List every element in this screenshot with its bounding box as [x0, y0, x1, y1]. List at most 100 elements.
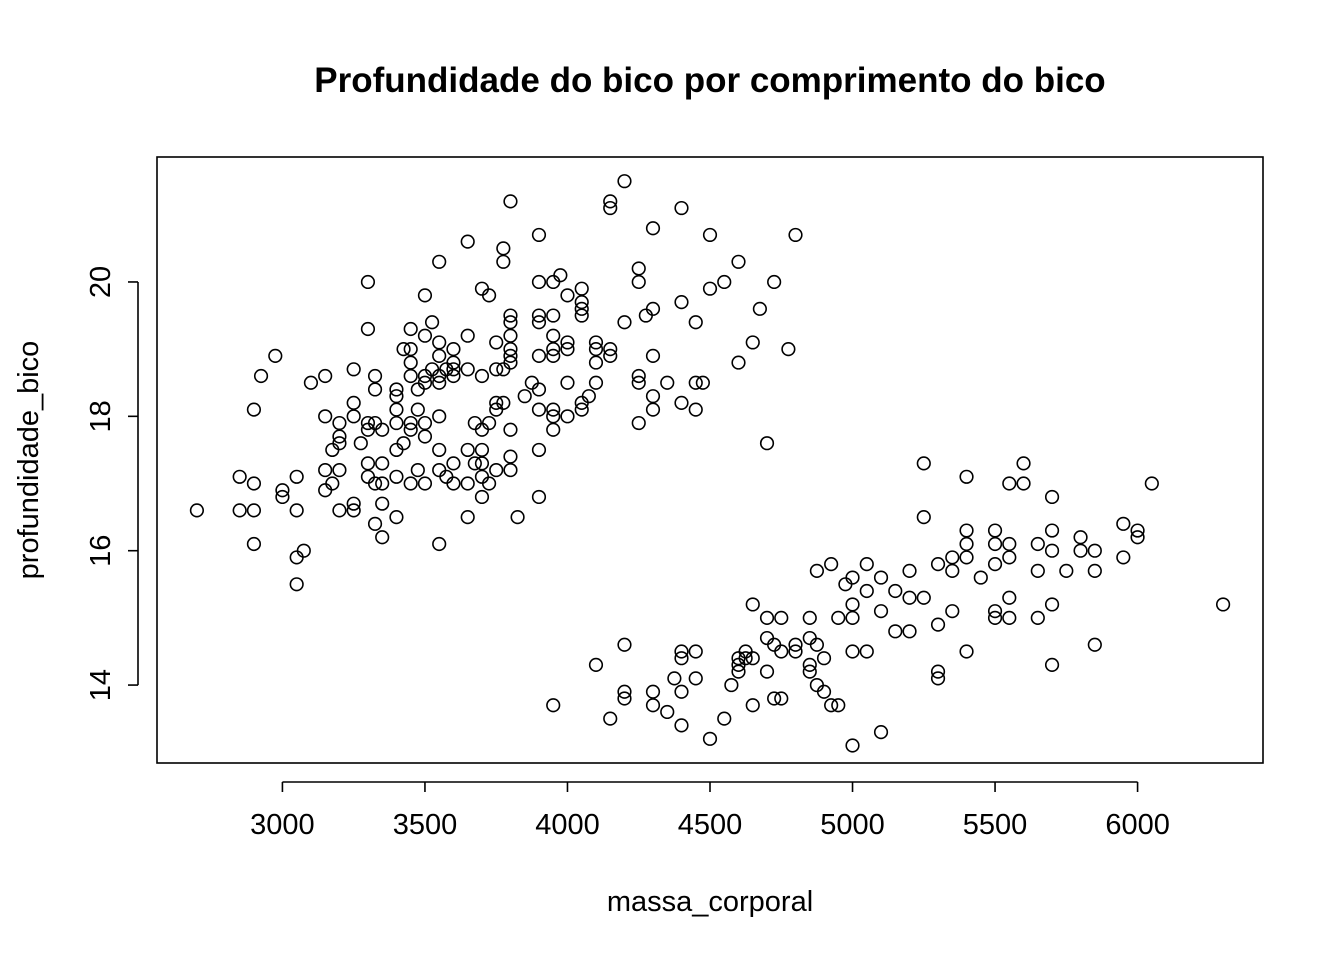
data-point	[724, 677, 739, 693]
data-point	[788, 637, 803, 652]
data-point	[460, 442, 475, 458]
data-point	[617, 174, 632, 189]
data-point	[759, 630, 775, 646]
data-point	[645, 402, 661, 417]
data-point	[1073, 543, 1088, 558]
data-point	[717, 274, 732, 290]
data-point	[318, 483, 333, 498]
data-point	[831, 698, 846, 713]
data-point	[631, 261, 646, 276]
data-point	[531, 402, 547, 417]
data-point	[446, 342, 461, 357]
data-point	[474, 456, 490, 471]
data-point	[268, 348, 283, 363]
data-point	[496, 254, 511, 269]
data-point	[389, 389, 404, 404]
data-point	[902, 563, 917, 578]
data-point	[289, 550, 304, 565]
y-axis-label: profundidade_bico	[13, 341, 45, 580]
data-point	[1002, 550, 1017, 565]
data-point	[332, 462, 347, 478]
data-point	[296, 543, 311, 558]
data-point	[1044, 657, 1060, 673]
data-point	[432, 442, 447, 458]
data-point	[496, 395, 511, 410]
data-point	[246, 476, 262, 491]
data-point	[446, 456, 461, 471]
data-point	[524, 375, 539, 390]
data-point	[888, 583, 903, 599]
data-point	[246, 503, 262, 518]
data-point	[824, 557, 839, 572]
data-point	[403, 355, 418, 370]
data-point	[745, 651, 760, 666]
data-point	[987, 536, 1003, 552]
data-point	[503, 422, 518, 437]
data-point	[987, 557, 1003, 572]
data-point	[489, 335, 504, 350]
data-point	[410, 402, 425, 417]
data-point	[588, 657, 604, 673]
data-point	[403, 368, 418, 384]
data-point	[360, 274, 376, 290]
data-point	[396, 342, 411, 357]
data-point	[432, 409, 447, 424]
data-point	[1030, 563, 1045, 578]
data-point	[503, 348, 518, 363]
data-point	[1215, 597, 1231, 612]
data-point	[638, 308, 653, 323]
y-tick-label: 20	[85, 266, 117, 298]
data-point	[432, 462, 447, 478]
data-point	[845, 644, 860, 659]
data-point	[674, 200, 689, 216]
data-point	[945, 550, 960, 565]
data-point	[767, 691, 782, 706]
data-point	[275, 489, 290, 505]
data-point	[1002, 536, 1017, 552]
data-point	[859, 557, 874, 572]
data-point	[346, 362, 361, 377]
data-point	[574, 281, 589, 296]
data-point	[496, 241, 511, 256]
data-point	[417, 476, 433, 491]
data-point	[332, 503, 347, 518]
data-point	[489, 462, 504, 478]
data-point	[546, 308, 561, 323]
data-point	[531, 308, 547, 323]
data-point	[888, 624, 903, 639]
data-point	[246, 536, 262, 552]
data-point	[489, 362, 504, 377]
data-point	[410, 382, 425, 397]
data-point	[816, 651, 832, 666]
data-point	[959, 550, 974, 565]
data-point	[432, 254, 447, 269]
data-point	[731, 355, 746, 370]
data-point	[367, 476, 383, 491]
data-point	[289, 469, 304, 484]
data-point	[1044, 543, 1060, 558]
data-point	[588, 335, 604, 350]
data-point	[389, 382, 404, 397]
data-point	[367, 516, 383, 531]
data-point	[403, 476, 418, 491]
data-point	[367, 415, 383, 431]
data-point	[674, 718, 689, 733]
data-point	[503, 328, 518, 343]
data-point	[603, 194, 618, 209]
data-point	[959, 644, 974, 659]
data-point	[645, 684, 661, 699]
data-point	[546, 274, 561, 290]
data-point	[973, 570, 988, 585]
data-point	[410, 462, 425, 478]
data-point	[189, 503, 205, 518]
data-point	[432, 348, 447, 363]
data-point	[816, 684, 832, 699]
data-points	[189, 174, 1231, 753]
data-point	[531, 382, 547, 397]
data-point	[460, 510, 475, 525]
data-point	[702, 731, 718, 746]
data-point	[845, 738, 860, 753]
data-point	[824, 698, 839, 713]
data-point	[1030, 610, 1045, 625]
